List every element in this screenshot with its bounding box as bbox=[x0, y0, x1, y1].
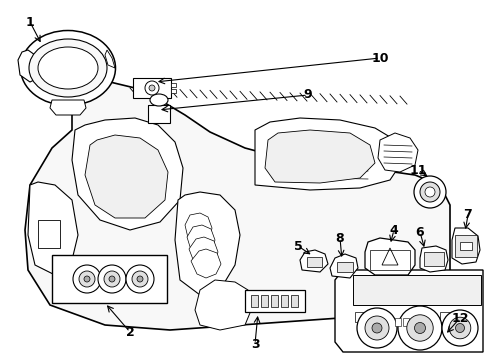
Bar bbox=[369, 250, 409, 270]
Text: 12: 12 bbox=[450, 311, 468, 324]
Circle shape bbox=[448, 317, 470, 339]
Text: 1: 1 bbox=[25, 15, 34, 28]
Bar bbox=[38, 220, 60, 248]
Polygon shape bbox=[254, 118, 399, 190]
Polygon shape bbox=[329, 254, 357, 278]
Circle shape bbox=[104, 271, 120, 287]
Polygon shape bbox=[334, 270, 482, 352]
Bar bbox=[352, 275, 480, 305]
Bar bbox=[402, 318, 408, 326]
Polygon shape bbox=[195, 280, 251, 330]
Bar bbox=[394, 318, 400, 326]
Bar bbox=[354, 312, 364, 322]
Polygon shape bbox=[18, 50, 40, 82]
Polygon shape bbox=[50, 100, 86, 115]
Polygon shape bbox=[364, 238, 414, 275]
Polygon shape bbox=[175, 192, 240, 295]
Circle shape bbox=[84, 276, 90, 282]
Polygon shape bbox=[419, 246, 447, 272]
Text: 4: 4 bbox=[389, 224, 398, 237]
Circle shape bbox=[406, 315, 432, 341]
Text: 9: 9 bbox=[303, 89, 312, 102]
Bar bbox=[439, 312, 449, 322]
Bar bbox=[171, 89, 176, 93]
Circle shape bbox=[424, 187, 434, 197]
Bar bbox=[290, 295, 297, 307]
Bar bbox=[52, 255, 167, 303]
Polygon shape bbox=[186, 225, 215, 254]
Bar bbox=[306, 257, 321, 267]
Bar bbox=[281, 295, 287, 307]
Polygon shape bbox=[264, 130, 374, 183]
Bar bbox=[336, 262, 352, 272]
Polygon shape bbox=[25, 82, 449, 330]
Polygon shape bbox=[191, 249, 221, 278]
Polygon shape bbox=[72, 118, 183, 230]
Circle shape bbox=[441, 310, 477, 346]
Circle shape bbox=[98, 265, 126, 293]
Polygon shape bbox=[381, 248, 397, 265]
Circle shape bbox=[73, 265, 101, 293]
Circle shape bbox=[356, 308, 396, 348]
Circle shape bbox=[137, 276, 142, 282]
Polygon shape bbox=[299, 250, 327, 272]
Text: 8: 8 bbox=[335, 231, 344, 244]
Bar bbox=[148, 105, 170, 123]
Circle shape bbox=[414, 323, 425, 333]
Bar bbox=[250, 295, 258, 307]
Circle shape bbox=[364, 316, 388, 340]
Circle shape bbox=[149, 85, 155, 91]
Polygon shape bbox=[184, 213, 212, 242]
Circle shape bbox=[109, 276, 115, 282]
Circle shape bbox=[79, 271, 95, 287]
Text: 6: 6 bbox=[415, 225, 424, 238]
Ellipse shape bbox=[38, 47, 98, 89]
Bar bbox=[459, 242, 471, 250]
Text: 7: 7 bbox=[463, 208, 471, 221]
Bar bbox=[133, 78, 171, 98]
Circle shape bbox=[413, 176, 445, 208]
Polygon shape bbox=[105, 50, 115, 68]
Bar bbox=[244, 290, 305, 312]
Bar bbox=[423, 252, 443, 266]
Text: 3: 3 bbox=[250, 338, 259, 351]
Polygon shape bbox=[189, 237, 218, 266]
Text: 11: 11 bbox=[408, 163, 426, 176]
Text: 5: 5 bbox=[293, 239, 302, 252]
Bar bbox=[171, 83, 176, 87]
Polygon shape bbox=[377, 133, 417, 172]
Polygon shape bbox=[85, 135, 168, 218]
Bar bbox=[270, 295, 278, 307]
Bar bbox=[454, 235, 476, 257]
Circle shape bbox=[132, 271, 148, 287]
Ellipse shape bbox=[150, 94, 168, 106]
Ellipse shape bbox=[29, 39, 107, 97]
Polygon shape bbox=[451, 228, 479, 264]
Circle shape bbox=[126, 265, 154, 293]
Ellipse shape bbox=[20, 31, 115, 105]
Circle shape bbox=[371, 323, 381, 333]
Circle shape bbox=[397, 306, 441, 350]
Circle shape bbox=[145, 81, 159, 95]
Text: 10: 10 bbox=[370, 51, 388, 64]
Circle shape bbox=[454, 324, 464, 333]
Bar bbox=[410, 318, 416, 326]
Circle shape bbox=[419, 182, 439, 202]
Bar bbox=[261, 295, 267, 307]
Polygon shape bbox=[28, 182, 78, 275]
Text: 2: 2 bbox=[125, 325, 134, 338]
